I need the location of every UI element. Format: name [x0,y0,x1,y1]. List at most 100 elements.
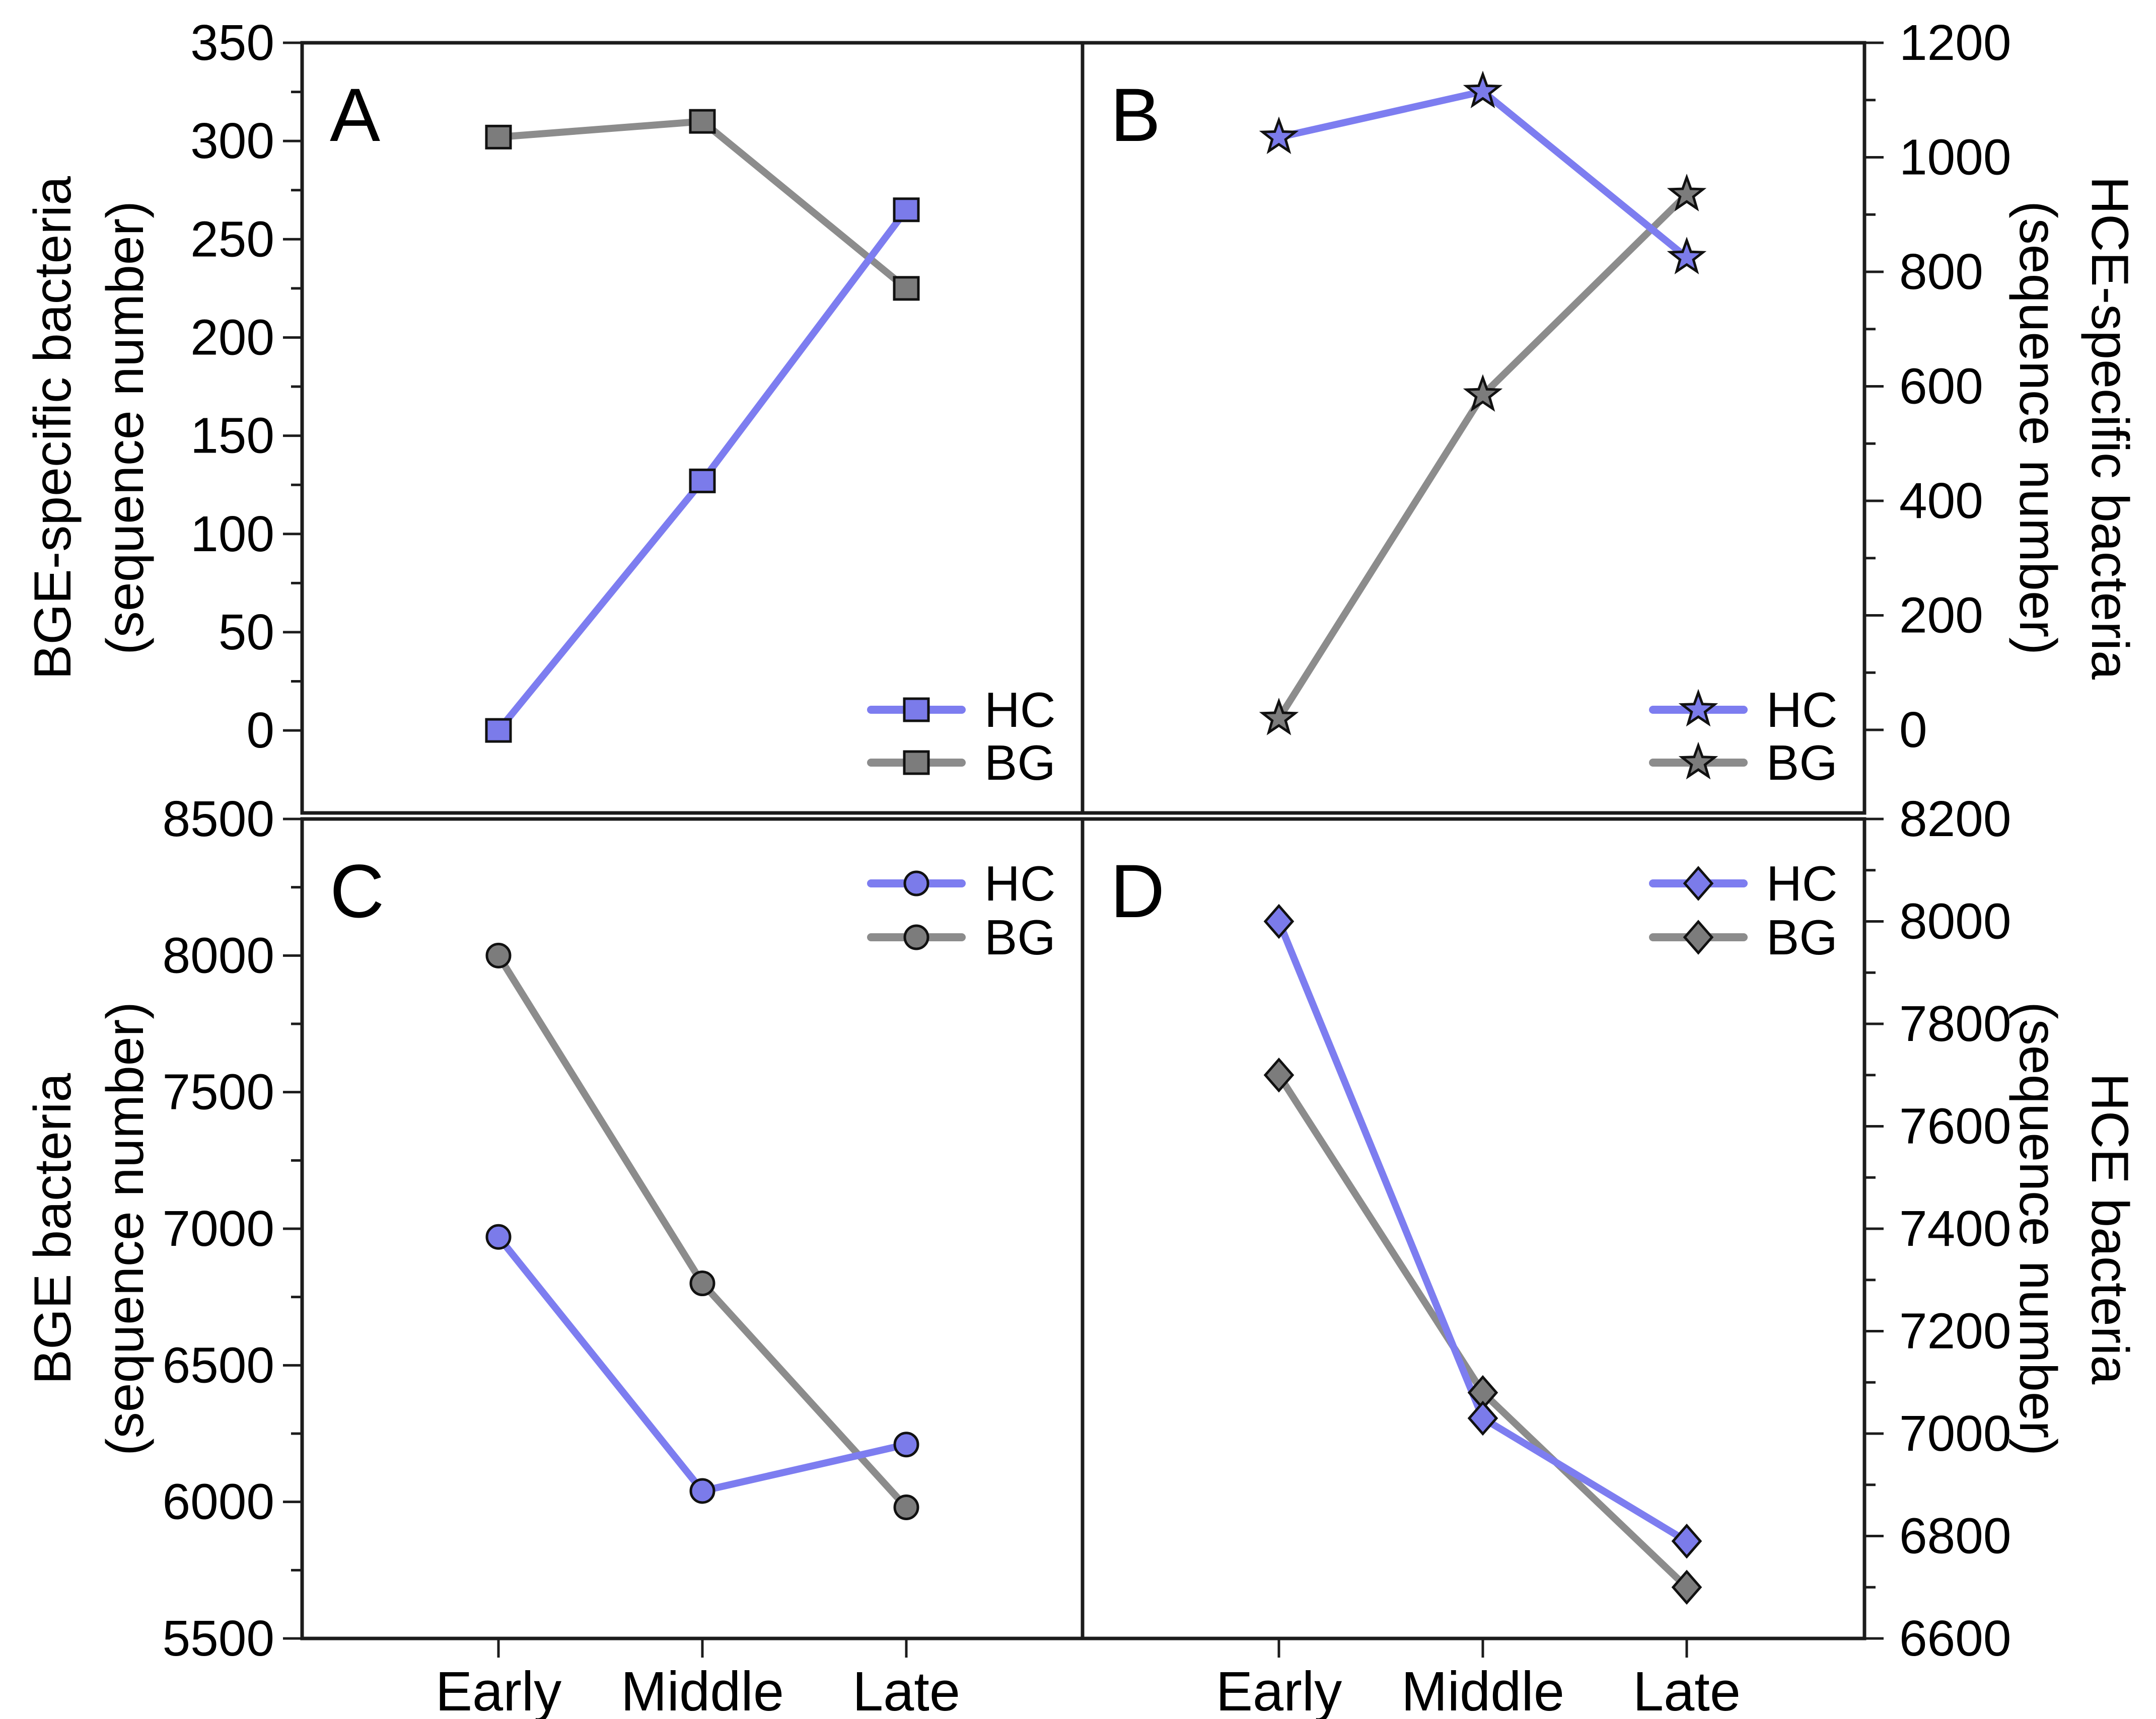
y-tick-label: 7500 [163,1064,274,1120]
y-tick-label: 7000 [1899,1405,2011,1462]
y-tick-label: 5500 [163,1610,274,1667]
y-tick-label: 7400 [1899,1201,2011,1257]
x-category-label: Middle [1401,1661,1564,1719]
legend-label-HC: HC [1766,856,1838,911]
legend-label-HC: HC [984,682,1056,737]
legend-marker-BG [1678,741,1718,780]
y-tick-label: 1200 [1899,15,2011,71]
y-tick-label: 8200 [1899,791,2011,847]
y-axis-title-D-line2: (sequence number) [2008,1002,2067,1456]
legend-marker-BG [903,924,929,950]
panel-D: 8200 8000 7800 7600 7400 7200 7000 6800 6600 D HCB… [1081,791,2139,1667]
marker-BG-circle [689,1270,715,1297]
y-tick-label: 8000 [163,927,274,984]
legend-marker-BG [903,750,930,775]
x-category-label: Early [1216,1661,1342,1719]
panel-B-frame [1081,41,1866,815]
y-tick-label: 600 [1899,358,1983,415]
series-line-BG [1275,191,1690,722]
legend-marker-HC [903,697,930,722]
panel-A-frame [300,41,1085,815]
y-tick-label: 350 [190,15,274,71]
marker-HC-diamond [1467,1400,1498,1436]
y-tick-label: 1000 [1899,129,2011,186]
legend-label-HC: HC [984,856,1056,911]
y-tick-label: 250 [190,211,274,267]
marker-HC-star [1667,237,1707,275]
marker-BG-circle [485,942,512,968]
y-tick-label: 800 [1899,244,1983,300]
x-category-label: Middle [621,1661,784,1719]
x-category-label: Late [1633,1661,1741,1719]
y-axis-title-C-line2: (sequence number) [96,1002,155,1456]
marker-HC-square [689,468,716,493]
y-axis-title-A-line1: BGE-specific bacteria [24,176,82,680]
y-axis-title-D-line1: HCE bacteria [2080,1073,2139,1385]
y-tick-label: 50 [219,604,274,660]
marker-BG-star [1463,374,1503,412]
y-tick-label: 200 [190,309,274,365]
legend-label-BG: BG [1766,735,1838,790]
y-tick-label: 0 [246,702,274,759]
marker-HC-star [1463,70,1503,109]
marker-HC-circle [485,1224,512,1250]
legend-label-HC: HC [1766,682,1838,737]
legend-marker-HC [1683,866,1714,901]
y-tick-label: 0 [1899,702,1927,758]
y-tick-label: 100 [190,506,274,562]
legend-label-BG: BG [984,910,1056,965]
marker-HC-star [1259,116,1299,155]
marker-BG-diamond [1263,1057,1295,1093]
y-tick-label: 7800 [1899,996,2011,1052]
marker-HC-circle [893,1432,919,1458]
marker-HC-diamond [1671,1523,1702,1559]
panel-letter-C: C [330,849,384,933]
series-line-HC [1275,88,1690,261]
y-tick-label: 7200 [1899,1303,2011,1360]
marker-BG-star [1259,697,1299,735]
marker-BG-diamond [1671,1569,1702,1605]
y-axis-title-B-line2: (sequence number) [2008,201,2067,655]
series-line-BG [495,118,910,292]
panel-letter-A: A [330,72,380,157]
marker-BG-square [485,124,512,150]
y-tick-label: 7600 [1899,1098,2011,1155]
marker-BG-star [1667,174,1707,211]
panel-letter-D: D [1110,849,1165,933]
y-tick-label: 400 [1899,473,1983,529]
y-tick-label: 200 [1899,587,1983,644]
legend-marker-HC [1678,689,1718,727]
legend-marker-BG [1683,920,1714,955]
y-tick-label: 6500 [163,1337,274,1393]
y-axis-title-A-line2: (sequence number) [96,201,155,655]
panel-letter-B: B [1110,72,1161,157]
x-category-label: Late [852,1661,960,1719]
x-category-label: Early [436,1661,562,1719]
y-axis-title-C-line1: BGE bacteria [24,1073,82,1385]
series-line-BG [495,952,910,1511]
y-tick-label: 8500 [163,791,274,847]
y-tick-label: 8000 [1899,893,2011,950]
marker-HC-square [485,718,512,743]
marker-BG-square [689,109,716,134]
series-line-HC [1275,918,1690,1545]
y-tick-label: 6800 [1899,1508,2011,1564]
marker-HC-diamond [1263,904,1295,939]
panel-D-frame [1081,817,1866,1640]
y-axis-title-B-line1: HCE-specific bacteria [2080,176,2139,680]
marker-HC-square [893,197,920,222]
marker-BG-square [893,276,920,301]
marker-BG-circle [893,1494,919,1521]
legend-label-BG: BG [984,735,1056,790]
y-tick-label: 150 [190,408,274,464]
panel-C-frame [300,817,1085,1640]
series-line-BG [1275,1071,1690,1591]
